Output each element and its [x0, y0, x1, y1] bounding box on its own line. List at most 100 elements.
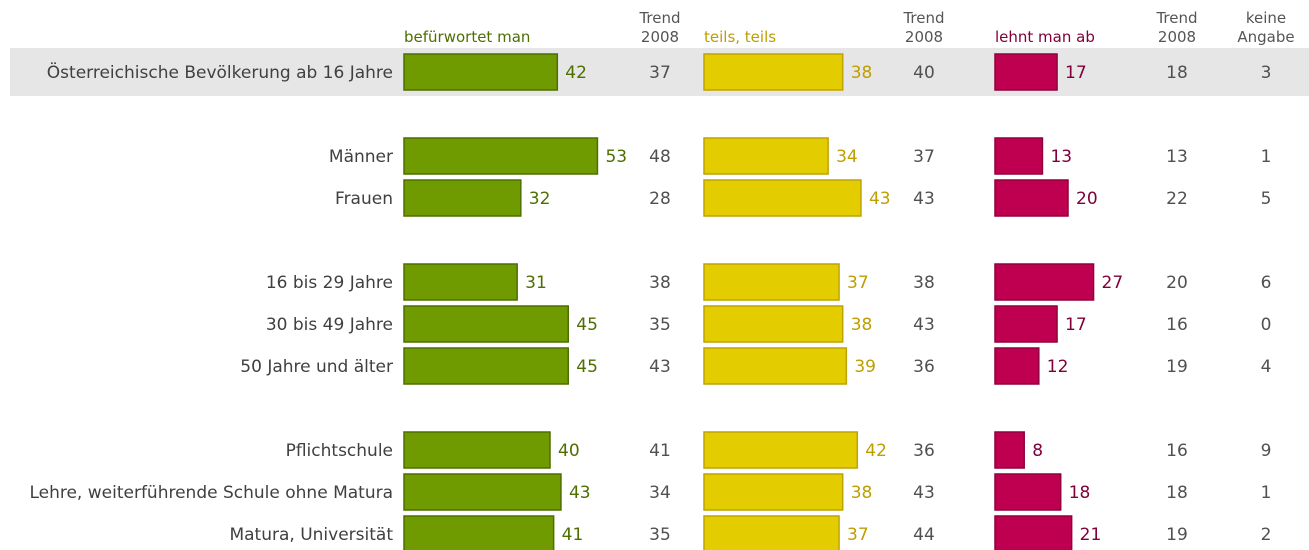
category-label: 16 bis 29 Jahre	[266, 273, 393, 293]
col3-trend-2008: 18	[1166, 63, 1188, 83]
col1-trend-2008: 48	[649, 147, 671, 167]
col3-trend-2008: 19	[1166, 525, 1188, 545]
col3-value-label: 20	[1076, 189, 1098, 209]
col2-bar	[703, 431, 859, 469]
category-label: Österreichische Bevölkerung ab 16 Jahre	[47, 61, 393, 83]
col1-trend-2008: 41	[649, 441, 671, 461]
col1-trend-2008: 28	[649, 189, 671, 209]
col1-trend-2008: 38	[649, 273, 671, 293]
col3-value-label: 8	[1032, 441, 1043, 461]
header-trend-1-line1: Trend	[638, 9, 680, 27]
col3-value-label: 12	[1047, 357, 1069, 377]
category-label: Pflichtschule	[286, 441, 393, 461]
col2-value-label: 43	[869, 189, 891, 209]
col1-value-label: 45	[576, 357, 598, 377]
col2-bar	[703, 305, 844, 343]
col2-trend-2008: 38	[913, 273, 935, 293]
col2-value-label: 42	[865, 441, 887, 461]
header-trend-1-line2: 2008	[641, 28, 679, 46]
category-label: Matura, Universität	[229, 525, 393, 545]
col1-bar	[403, 305, 569, 343]
keine-angabe-value: 5	[1261, 189, 1272, 209]
col3-value-label: 17	[1065, 63, 1087, 83]
header-trend-3-line2: 2008	[1158, 28, 1196, 46]
chart-rows: Österreichische Bevölkerung ab 16 Jahre 4…	[29, 53, 1272, 550]
col3-bar	[994, 137, 1044, 175]
col1-value-label: 42	[565, 63, 587, 83]
col2-trend-2008: 36	[913, 441, 935, 461]
col1-value-label: 41	[562, 525, 584, 545]
col1-value-label: 45	[576, 315, 598, 335]
col2-value-label: 39	[854, 357, 876, 377]
col1-trend-2008: 35	[649, 525, 671, 545]
col3-bar	[994, 473, 1062, 511]
col2-bar	[703, 179, 862, 217]
header-lehnt: lehnt man ab	[995, 28, 1095, 46]
col3-value-label: 27	[1102, 273, 1124, 293]
col2-trend-2008: 37	[913, 147, 935, 167]
col2-value-label: 38	[851, 315, 873, 335]
col2-trend-2008: 43	[913, 315, 935, 335]
keine-angabe-value: 1	[1261, 483, 1272, 503]
header-trend-2-line1: Trend	[902, 9, 944, 27]
col1-trend-2008: 35	[649, 315, 671, 335]
col1-bar	[403, 473, 562, 511]
keine-angabe-value: 3	[1261, 63, 1272, 83]
col2-value-label: 38	[851, 483, 873, 503]
col1-bar	[403, 431, 551, 469]
col2-trend-2008: 43	[913, 483, 935, 503]
col2-value-label: 34	[836, 147, 858, 167]
col1-value-label: 31	[525, 273, 547, 293]
highlight-row-background	[10, 48, 1309, 96]
keine-angabe-value: 0	[1261, 315, 1272, 335]
col2-trend-2008: 44	[913, 525, 935, 545]
col2-trend-2008: 40	[913, 63, 935, 83]
col3-trend-2008: 19	[1166, 357, 1188, 377]
col1-trend-2008: 43	[649, 357, 671, 377]
col1-bar	[403, 347, 569, 385]
category-label: Lehre, weiterführende Schule ohne Matura	[29, 483, 393, 503]
col3-trend-2008: 20	[1166, 273, 1188, 293]
header-trend-2-line2: 2008	[905, 28, 943, 46]
col2-value-label: 37	[847, 525, 869, 545]
col1-bar	[403, 263, 518, 301]
category-label: Frauen	[335, 189, 393, 209]
col3-bar	[994, 431, 1025, 469]
col1-value-label: 43	[569, 483, 591, 503]
col3-trend-2008: 22	[1166, 189, 1188, 209]
col1-bar	[403, 179, 522, 217]
col3-value-label: 21	[1080, 525, 1102, 545]
keine-angabe-value: 9	[1261, 441, 1272, 461]
header-teils: teils, teils	[704, 28, 776, 46]
col2-bar	[703, 473, 844, 511]
col3-value-label: 13	[1050, 147, 1072, 167]
category-label: 50 Jahre und älter	[240, 357, 393, 377]
header-trend-3-line1: Trend	[1155, 9, 1197, 27]
col1-bar	[403, 53, 559, 91]
col2-trend-2008: 43	[913, 189, 935, 209]
col2-bar	[703, 53, 844, 91]
col3-bar	[994, 53, 1058, 91]
col1-value-label: 32	[529, 189, 551, 209]
col1-trend-2008: 37	[649, 63, 671, 83]
col2-bar	[703, 347, 848, 385]
col1-trend-2008: 34	[649, 483, 671, 503]
col3-value-label: 18	[1069, 483, 1091, 503]
col3-bar	[994, 179, 1069, 217]
col3-trend-2008: 16	[1166, 315, 1188, 335]
category-label: Männer	[329, 147, 393, 167]
keine-angabe-value: 2	[1261, 525, 1272, 545]
col1-bar	[403, 137, 599, 175]
col3-bar	[994, 347, 1040, 385]
col2-bar	[703, 137, 829, 175]
col2-bar	[703, 263, 840, 301]
col2-value-label: 38	[851, 63, 873, 83]
col1-bar	[403, 515, 555, 550]
header-befuerwortet: befürwortet man	[404, 28, 530, 46]
col2-value-label: 37	[847, 273, 869, 293]
keine-angabe-value: 4	[1261, 357, 1272, 377]
keine-angabe-value: 1	[1261, 147, 1272, 167]
col3-value-label: 17	[1065, 315, 1087, 335]
category-label: 30 bis 49 Jahre	[266, 315, 393, 335]
